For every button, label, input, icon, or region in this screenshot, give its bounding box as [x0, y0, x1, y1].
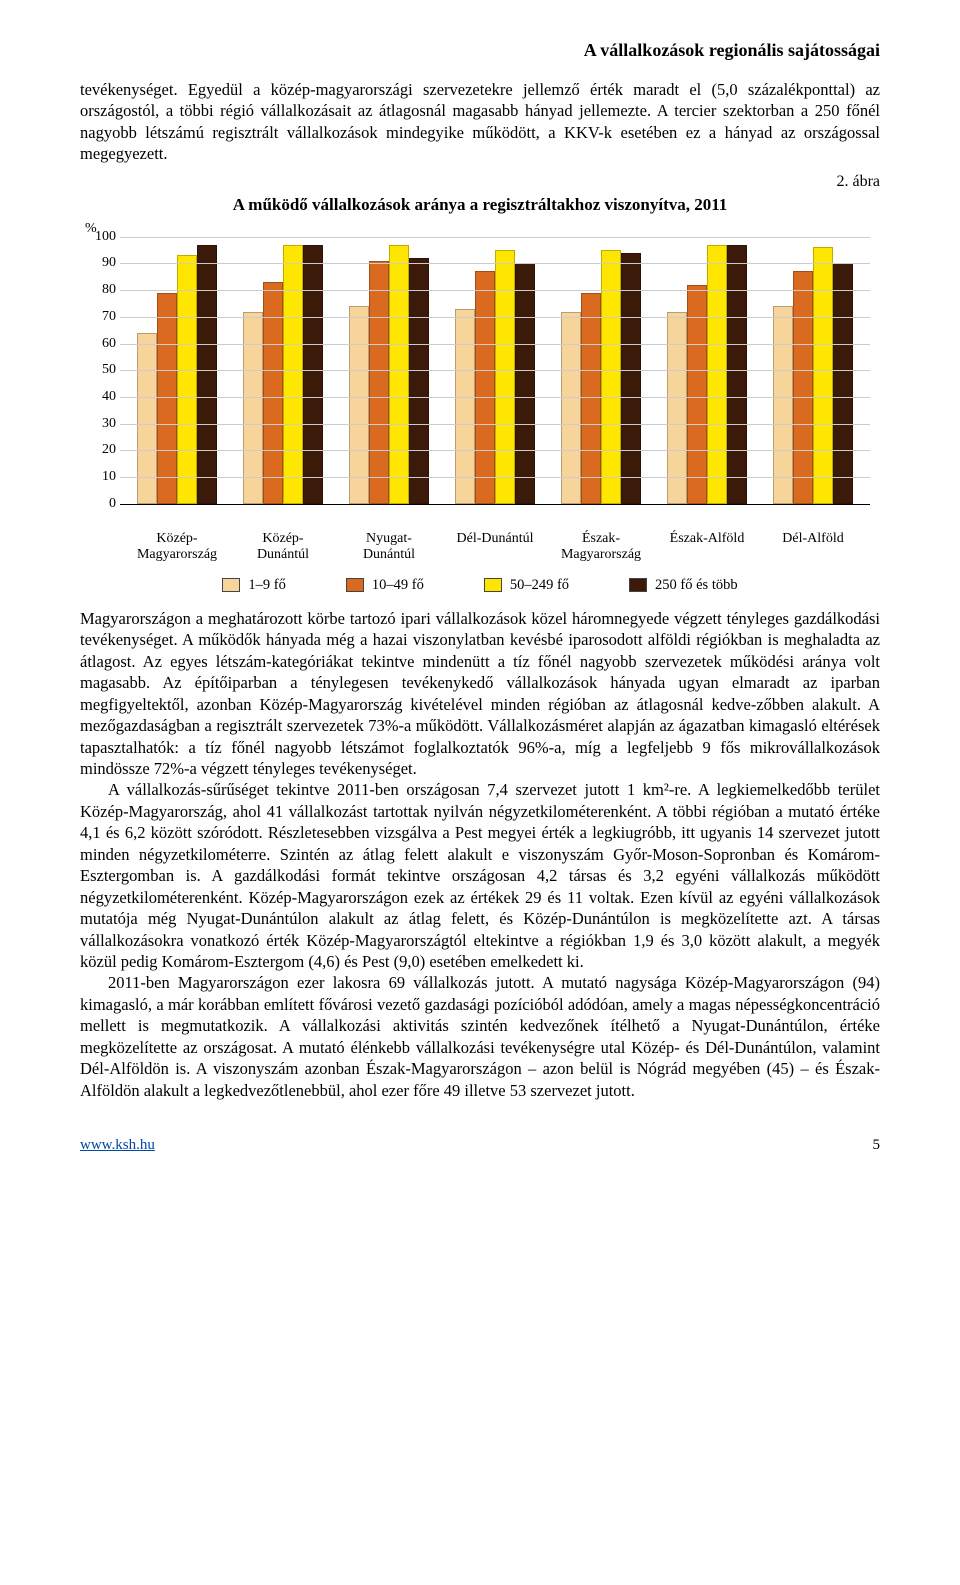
- legend-item: 50–249 fő: [484, 577, 569, 594]
- body-text: Magyarországon a meghatározott körbe tar…: [80, 608, 880, 1101]
- page-subject-title: A vállalkozások regionális sajátosságai: [80, 40, 880, 61]
- y-tick-label: 10: [88, 469, 116, 485]
- bar: [455, 309, 475, 504]
- bar: [157, 293, 177, 504]
- legend-label: 250 fő és több: [655, 577, 738, 594]
- footer-link[interactable]: www.ksh.hu: [80, 1137, 155, 1154]
- legend-item: 250 fő és több: [629, 577, 738, 594]
- gridline: [120, 290, 870, 291]
- figure-label: 2. ábra: [80, 173, 880, 191]
- bar: [813, 247, 833, 503]
- y-tick-label: 100: [88, 229, 116, 245]
- legend-swatch: [629, 578, 647, 592]
- legend-item: 1–9 fő: [222, 577, 285, 594]
- bar: [793, 271, 813, 503]
- bar: [283, 245, 303, 504]
- legend-item: 10–49 fő: [346, 577, 424, 594]
- y-tick-label: 60: [88, 336, 116, 352]
- legend-label: 1–9 fő: [248, 577, 285, 594]
- chart-plot: 0102030405060708090100: [120, 237, 870, 505]
- bar: [409, 258, 429, 504]
- bar: [389, 245, 409, 504]
- gridline: [120, 397, 870, 398]
- x-axis-label: Közép-Dunántúl: [237, 531, 330, 563]
- legend-swatch: [346, 578, 364, 592]
- y-tick-label: 50: [88, 362, 116, 378]
- bar: [581, 293, 601, 504]
- y-tick-label: 70: [88, 309, 116, 325]
- bar: [197, 245, 217, 504]
- bar: [667, 312, 687, 504]
- bar: [369, 261, 389, 504]
- bar: [561, 312, 581, 504]
- chart-area: % 0102030405060708090100: [120, 225, 870, 525]
- y-tick-label: 20: [88, 442, 116, 458]
- x-axis-label: Dél-Dunántúl: [449, 531, 542, 563]
- x-axis-label: Nyugat-Dunántúl: [343, 531, 436, 563]
- bar: [263, 282, 283, 504]
- gridline: [120, 424, 870, 425]
- x-axis-label: Észak-Alföld: [661, 531, 754, 563]
- bar: [601, 250, 621, 504]
- page-number: 5: [873, 1137, 881, 1154]
- top-paragraph: tevékenységet. Egyedül a közép-magyarors…: [80, 79, 880, 165]
- chart-title: A működő vállalkozások aránya a regisztr…: [80, 195, 880, 215]
- x-axis-label: Közép-Magyarország: [131, 531, 224, 563]
- gridline: [120, 477, 870, 478]
- x-axis-label: Észak-Magyarország: [555, 531, 648, 563]
- bar: [727, 245, 747, 504]
- body-p3: 2011-ben Magyarországon ezer lakosra 69 …: [80, 972, 880, 1101]
- bar: [495, 250, 515, 504]
- bar: [515, 263, 535, 503]
- x-axis-label: Dél-Alföld: [767, 531, 860, 563]
- gridline: [120, 344, 870, 345]
- y-tick-label: 40: [88, 389, 116, 405]
- bar: [773, 306, 793, 504]
- gridline: [120, 263, 870, 264]
- legend-label: 10–49 fő: [372, 577, 424, 594]
- y-tick-label: 0: [88, 496, 116, 512]
- bar: [833, 263, 853, 503]
- bar: [177, 255, 197, 503]
- y-tick-label: 90: [88, 255, 116, 271]
- bar: [707, 245, 727, 504]
- bar: [349, 306, 369, 504]
- y-tick-label: 30: [88, 416, 116, 432]
- page-footer: www.ksh.hu 5: [80, 1137, 880, 1154]
- gridline: [120, 370, 870, 371]
- legend-swatch: [222, 578, 240, 592]
- y-tick-label: 80: [88, 282, 116, 298]
- x-axis-labels: Közép-Magyarország Közép-Dunántúl Nyugat-D…: [120, 531, 870, 563]
- gridline: [120, 237, 870, 238]
- legend-swatch: [484, 578, 502, 592]
- bar: [475, 271, 495, 503]
- bar: [303, 245, 323, 504]
- body-p2: A vállalkozás-sűrűséget tekintve 2011-be…: [80, 779, 880, 972]
- gridline: [120, 317, 870, 318]
- gridline: [120, 450, 870, 451]
- bar: [137, 333, 157, 504]
- bar: [243, 312, 263, 504]
- chart-legend: 1–9 fő 10–49 fő 50–249 fő 250 fő és több: [80, 577, 880, 594]
- body-p1: Magyarországon a meghatározott körbe tar…: [80, 608, 880, 780]
- legend-label: 50–249 fő: [510, 577, 569, 594]
